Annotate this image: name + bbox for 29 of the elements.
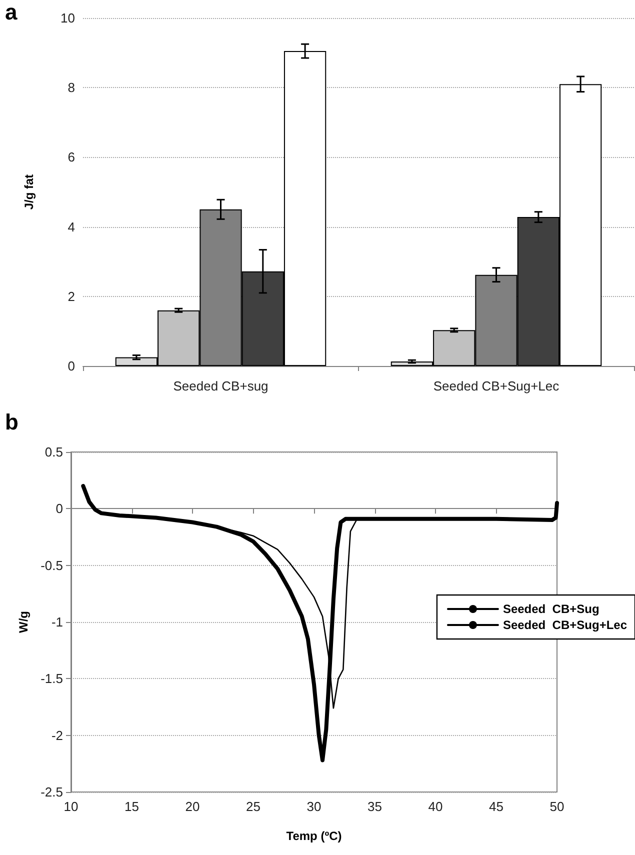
legend-label: Seeded CB+Sug bbox=[502, 602, 600, 616]
x-tick-label: 25 bbox=[246, 799, 260, 814]
y-tick-label: -2 bbox=[51, 728, 63, 743]
y-tick-label: -1 bbox=[51, 614, 63, 630]
x-tick-label: 45 bbox=[489, 799, 504, 814]
y-tick-label: 2 bbox=[68, 288, 75, 304]
chart-title: b bbox=[5, 410, 18, 434]
legend-label: Seeded CB+Sug+Lec bbox=[502, 618, 628, 632]
y-axis-title: J/g fat bbox=[22, 174, 36, 210]
x-tick-label: 20 bbox=[185, 799, 200, 814]
y-tick-label: 6 bbox=[68, 150, 75, 165]
y-tick-label: 0 bbox=[56, 501, 63, 516]
x-tick-label: 15 bbox=[124, 799, 139, 814]
y-tick-label: -1.5 bbox=[40, 671, 63, 686]
x-tick-label: 50 bbox=[550, 799, 564, 814]
y-tick-label: 8 bbox=[68, 80, 75, 96]
y-tick-label: 0.5 bbox=[44, 444, 63, 460]
y-tick-label: -0.5 bbox=[40, 558, 63, 573]
y-axis-title: W/g bbox=[16, 611, 31, 633]
x-tick-label: 30 bbox=[306, 799, 322, 814]
chart-title: a bbox=[5, 0, 18, 24]
x-axis-title: Temp (ºC) bbox=[286, 829, 342, 843]
y-tick-label: 4 bbox=[68, 219, 75, 234]
y-tick-label: 10 bbox=[60, 10, 75, 26]
x-tick-label: 40 bbox=[428, 799, 443, 814]
x-tick-label: 35 bbox=[368, 799, 382, 814]
x-tick-label: Seeded CB+sug bbox=[173, 378, 268, 394]
y-tick-label: 0 bbox=[68, 358, 75, 374]
y-tick-label: -2.5 bbox=[40, 784, 63, 800]
